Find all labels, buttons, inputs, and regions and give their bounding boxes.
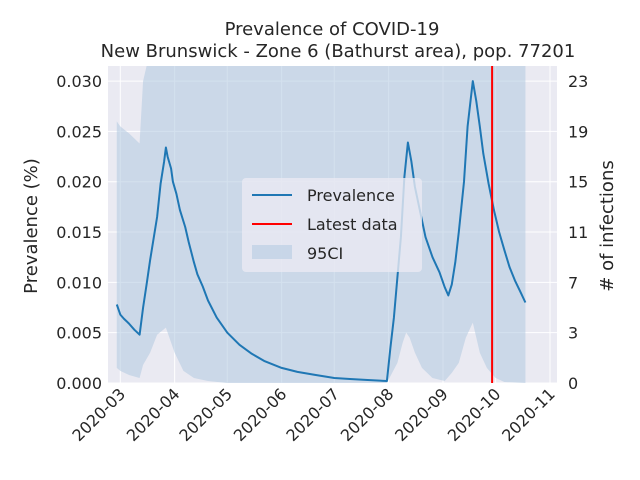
x-tick-label: 2020-09 bbox=[391, 384, 452, 445]
y2-tick-label: 23 bbox=[568, 72, 588, 91]
y-tick-label: 0.025 bbox=[56, 122, 102, 141]
x-tick-label: 2020-05 bbox=[175, 384, 236, 445]
y2-axis-ticks: 0 3 7 11 15 19 23 bbox=[568, 72, 588, 393]
x-tick-label: 2020-11 bbox=[498, 384, 559, 445]
y-tick-label: 0.000 bbox=[56, 374, 102, 393]
y2-tick-label: 0 bbox=[568, 374, 578, 393]
y2-tick-label: 3 bbox=[568, 324, 578, 343]
legend: Prevalence Latest data 95CI bbox=[242, 178, 422, 272]
x-tick-label: 2020-06 bbox=[230, 384, 291, 445]
y-tick-label: 0.030 bbox=[56, 72, 102, 91]
legend-ci-label: 95CI bbox=[307, 244, 343, 263]
legend-ci-swatch bbox=[252, 245, 292, 259]
y-tick-label: 0.005 bbox=[56, 324, 102, 343]
prevalence-line-layer bbox=[115, 80, 527, 382]
y2-tick-label: 19 bbox=[568, 122, 588, 141]
x-tick-label: 2020-08 bbox=[337, 384, 398, 445]
y2-tick-label: 11 bbox=[568, 223, 588, 242]
y-tick-label: 0.010 bbox=[56, 273, 102, 292]
prevalence-line bbox=[115, 80, 527, 382]
x-tick-label: 2020-04 bbox=[123, 384, 184, 445]
x-axis-ticks: 2020-032020-042020-052020-062020-072020-… bbox=[68, 384, 558, 445]
y2-tick-label: 15 bbox=[568, 173, 588, 192]
chart-title: Prevalence of COVID-19 bbox=[225, 19, 440, 40]
legend-prevalence-label: Prevalence bbox=[307, 186, 395, 205]
y2-axis-label: # of infections bbox=[597, 160, 618, 291]
chart-subtitle: New Brunswick - Zone 6 (Bathurst area), … bbox=[101, 41, 576, 62]
y-tick-label: 0.015 bbox=[56, 223, 102, 242]
x-tick-label: 2020-10 bbox=[444, 384, 505, 445]
y-axis-label: Prevalence (%) bbox=[21, 158, 42, 294]
y2-tick-label: 7 bbox=[568, 273, 578, 292]
legend-latest-label: Latest data bbox=[307, 215, 398, 234]
y-axis-ticks: 0.000 0.005 0.010 0.015 0.020 0.025 0.030 bbox=[56, 72, 102, 393]
y-tick-label: 0.020 bbox=[56, 173, 102, 192]
x-tick-label: 2020-03 bbox=[68, 384, 129, 445]
x-tick-label: 2020-07 bbox=[282, 384, 343, 445]
